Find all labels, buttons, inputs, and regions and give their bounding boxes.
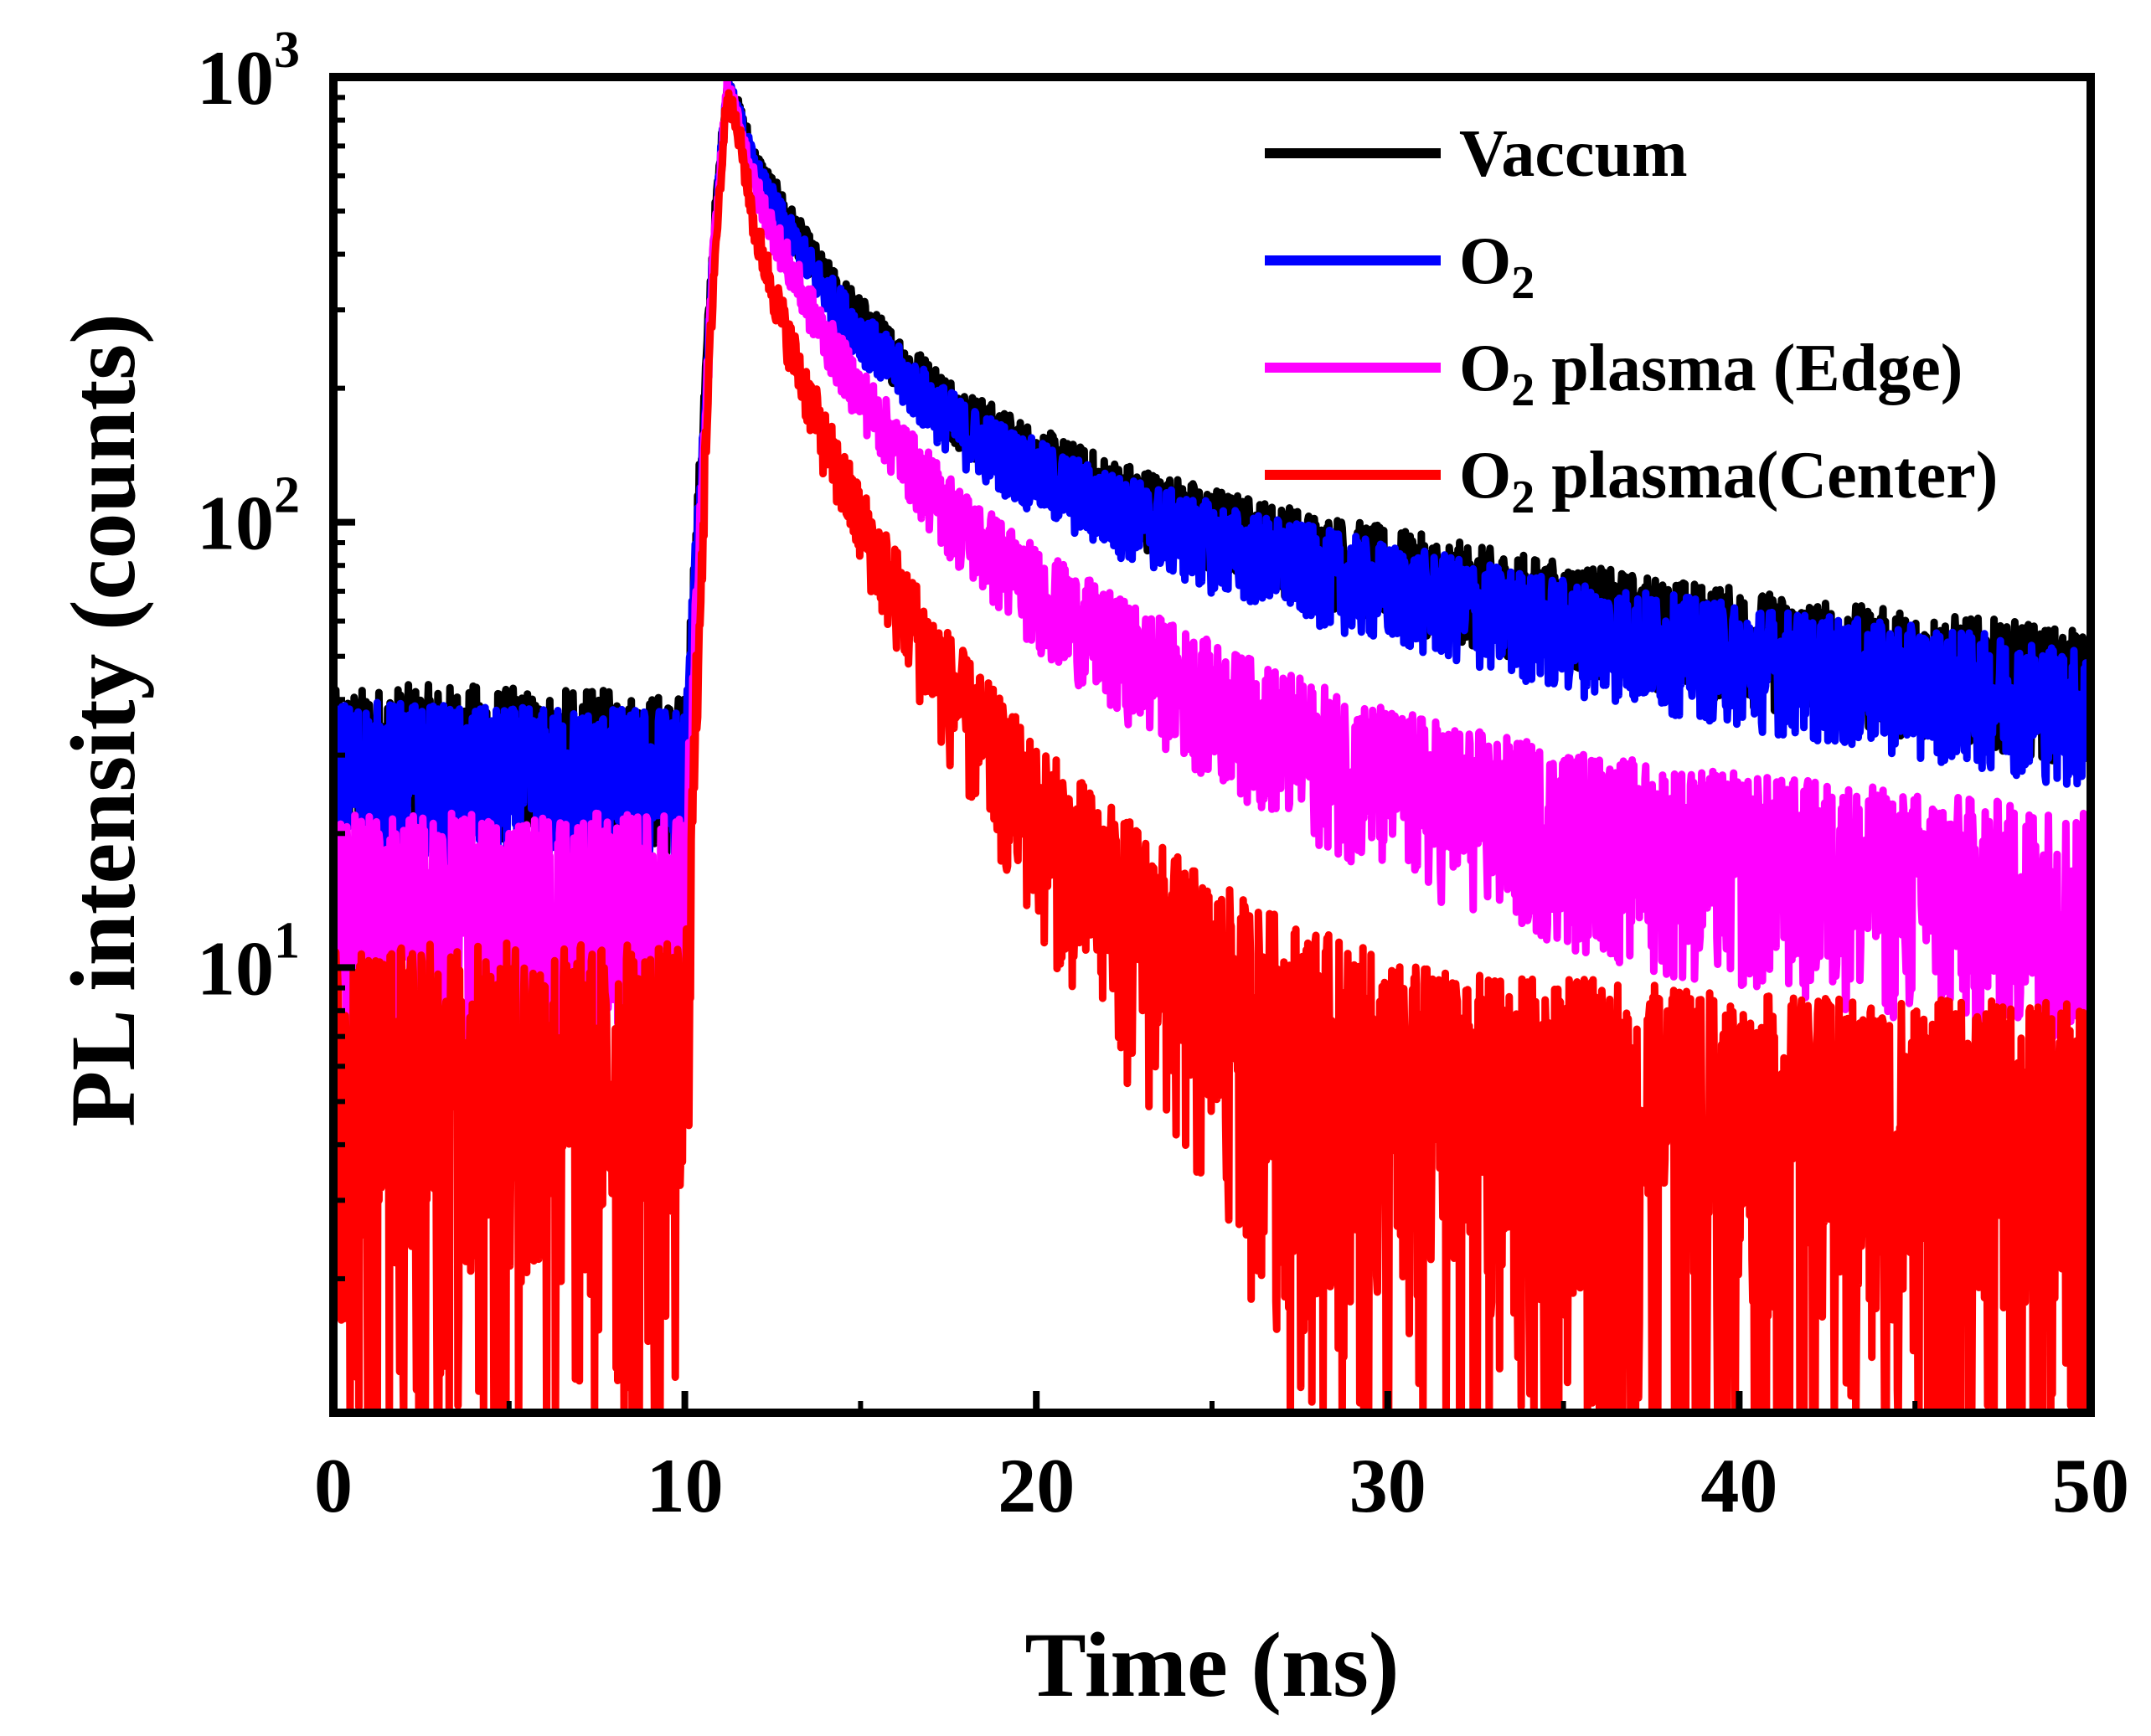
series-line-2 xyxy=(333,77,2091,1076)
x-tick-label: 10 xyxy=(647,1443,724,1528)
series-layer xyxy=(333,77,2091,1413)
legend-label: O2 plasma(Center) xyxy=(1459,439,1998,523)
legend-label: O2 xyxy=(1459,224,1535,309)
series-line-3 xyxy=(333,89,2091,1413)
y-axis-ticks: 101 102 103 xyxy=(197,22,355,1281)
y-tick-label: 101 xyxy=(197,912,300,1011)
legend: Vaccum O2 O2 plasma (Edge) O2 plasma(Center… xyxy=(1265,117,1998,523)
x-tick-label: 50 xyxy=(2052,1443,2129,1528)
x-axis-ticks: 0 10 20 30 40 50 xyxy=(314,1391,2129,1528)
x-tick-label: 20 xyxy=(998,1443,1075,1528)
legend-label: Vaccum xyxy=(1459,117,1688,191)
series-line-1 xyxy=(333,77,2091,885)
x-axis-label: Time (ns) xyxy=(1024,1614,1399,1716)
legend-label: O2 plasma (Edge) xyxy=(1459,332,1963,416)
y-axis-label: PL intensity (counts) xyxy=(52,313,154,1127)
x-tick-label: 30 xyxy=(1349,1443,1426,1528)
y-tick-label: 103 xyxy=(197,22,300,121)
y-tick-label: 102 xyxy=(197,467,300,566)
x-tick-label: 0 xyxy=(314,1443,353,1528)
x-tick-label: 40 xyxy=(1700,1443,1777,1528)
